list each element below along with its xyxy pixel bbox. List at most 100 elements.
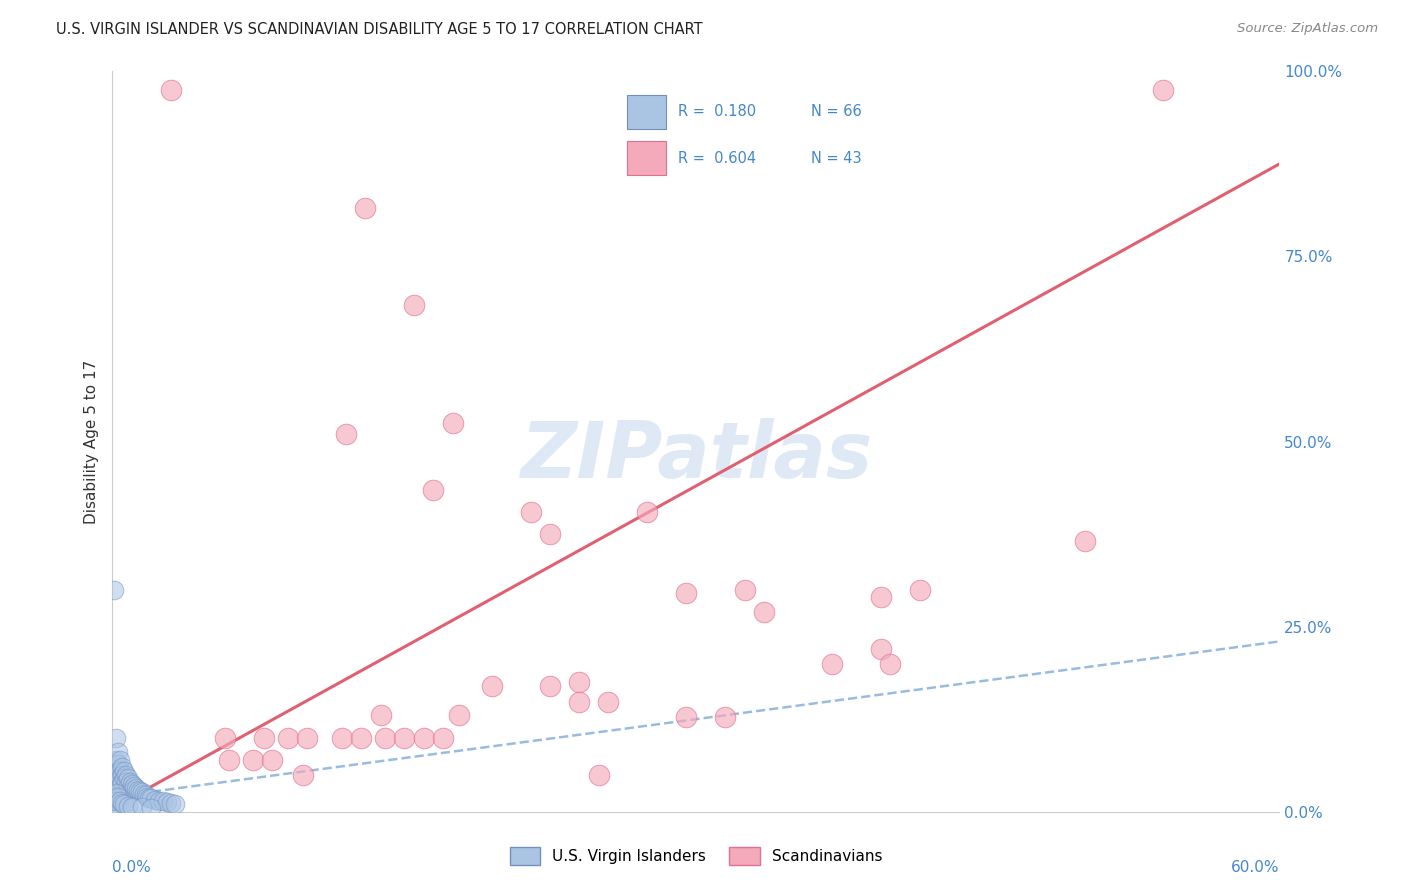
Bar (627, 141, 666, 175)
Point (253, 731, 276, 745)
Text: N = 43: N = 43 (810, 151, 862, 166)
Point (214, 731, 236, 745)
Point (112, 797, 135, 812)
Point (110, 764, 132, 778)
Point (135, 789, 157, 803)
Point (519, 505, 541, 519)
Point (292, 767, 315, 781)
Legend: U.S. Virgin Islanders, Scandinavians: U.S. Virgin Islanders, Scandinavians (503, 841, 889, 871)
Point (242, 753, 264, 767)
Point (105, 786, 128, 800)
Point (112, 764, 135, 778)
Point (117, 798, 139, 813)
Point (115, 775, 138, 789)
Point (143, 793, 166, 807)
Point (111, 796, 134, 810)
Point (148, 794, 170, 808)
Point (105, 775, 128, 789)
Text: 60.0%: 60.0% (1232, 860, 1279, 875)
Point (141, 801, 163, 815)
Point (136, 789, 159, 804)
Point (107, 789, 129, 804)
Point (105, 794, 128, 808)
Point (392, 731, 416, 745)
Point (869, 641, 891, 656)
Point (107, 746, 129, 760)
Point (121, 776, 143, 790)
Point (447, 708, 470, 723)
Text: 0.0%: 0.0% (112, 860, 152, 875)
Point (752, 605, 775, 619)
Point (374, 731, 396, 745)
Point (276, 731, 298, 745)
Point (1074, 534, 1097, 549)
Point (128, 784, 150, 798)
Point (121, 799, 143, 814)
Point (115, 767, 138, 781)
Point (568, 695, 591, 709)
Point (103, 789, 125, 804)
Text: R =  0.180: R = 0.180 (678, 104, 756, 120)
Point (821, 657, 844, 671)
Point (111, 775, 134, 789)
Text: ZIPatlas: ZIPatlas (520, 418, 872, 494)
Point (122, 779, 145, 793)
Point (160, 796, 183, 810)
Point (734, 582, 756, 597)
Point (260, 753, 283, 767)
Point (110, 772, 132, 786)
Point (330, 731, 353, 745)
Y-axis label: Disability Age 5 to 17: Disability Age 5 to 17 (83, 359, 98, 524)
Point (588, 767, 610, 781)
Point (675, 586, 697, 600)
Point (118, 775, 141, 789)
Point (110, 753, 132, 767)
Bar (627, 95, 666, 128)
Point (131, 800, 153, 814)
Point (163, 797, 186, 811)
Point (110, 794, 132, 808)
Point (869, 590, 891, 604)
Point (538, 679, 561, 693)
Point (103, 582, 125, 597)
Point (295, 731, 318, 745)
Point (105, 731, 128, 745)
Point (125, 780, 148, 795)
Point (141, 791, 163, 805)
Point (908, 582, 931, 597)
Point (636, 505, 658, 519)
Point (598, 695, 620, 709)
Point (422, 483, 444, 497)
Point (117, 779, 139, 793)
Point (156, 795, 179, 809)
Point (538, 527, 561, 541)
Point (412, 731, 434, 745)
Point (138, 790, 160, 805)
Point (441, 416, 464, 430)
Point (350, 731, 373, 745)
Point (107, 764, 129, 778)
Point (117, 772, 139, 786)
Point (107, 756, 129, 771)
Point (1152, 83, 1174, 97)
Point (714, 710, 737, 724)
Point (160, 83, 183, 97)
Point (105, 767, 128, 781)
Point (112, 772, 135, 786)
Point (354, 202, 377, 216)
Point (675, 710, 697, 724)
Point (110, 779, 132, 793)
Point (481, 679, 503, 693)
Point (103, 794, 125, 808)
Point (103, 797, 125, 812)
Point (132, 787, 155, 801)
Text: U.S. VIRGIN ISLANDER VS SCANDINAVIAN DISABILITY AGE 5 TO 17 CORRELATION CHART: U.S. VIRGIN ISLANDER VS SCANDINAVIAN DIS… (56, 22, 703, 37)
Point (121, 784, 143, 798)
Point (105, 753, 128, 767)
Point (127, 782, 149, 797)
Text: N = 66: N = 66 (810, 104, 862, 120)
Point (107, 772, 129, 786)
Point (152, 794, 174, 808)
Point (118, 782, 141, 797)
Point (111, 767, 134, 781)
